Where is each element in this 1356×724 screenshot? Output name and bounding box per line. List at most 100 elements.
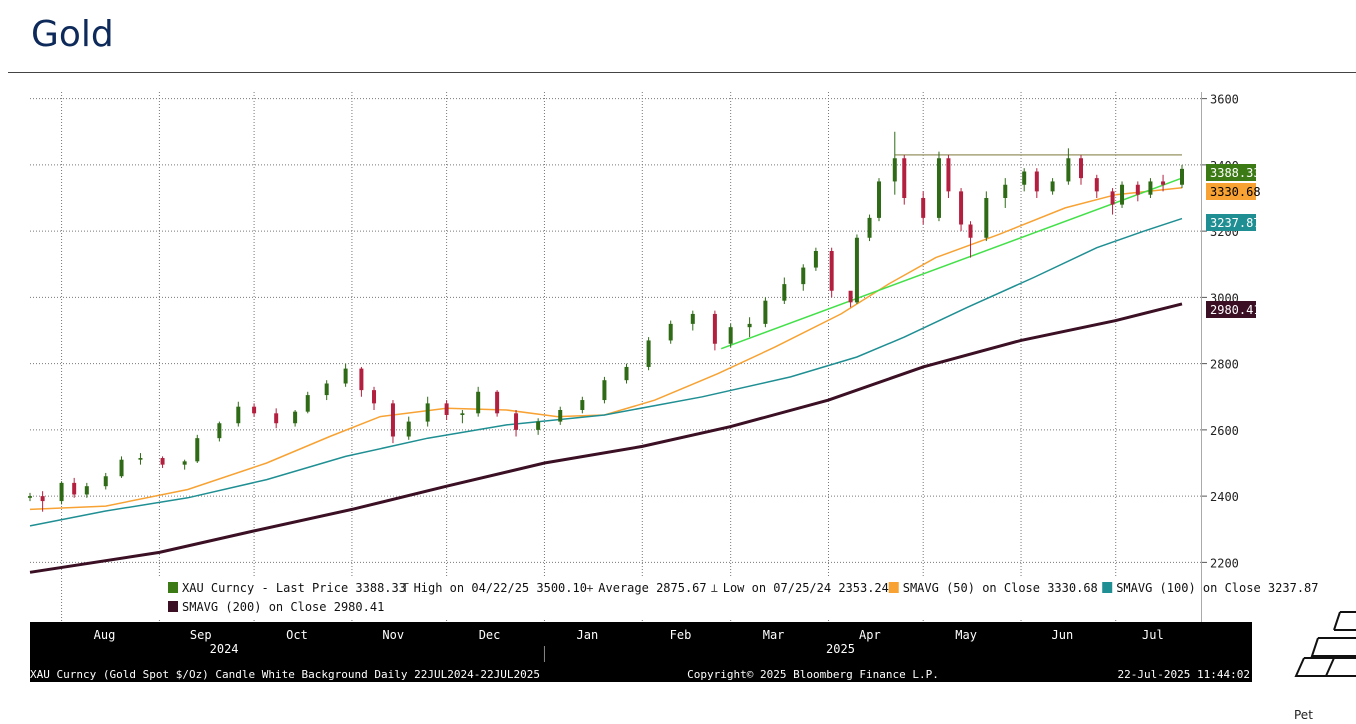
candle-body (690, 313, 695, 324)
x-tick-label: Apr (859, 628, 881, 642)
x-tick-label: Dec (479, 628, 501, 642)
gold-bars-icon (1294, 611, 1356, 677)
candle-body (668, 323, 673, 341)
candle-body (390, 403, 395, 437)
candle-body (84, 486, 89, 495)
candle-body (536, 421, 541, 430)
candle-body (343, 368, 348, 384)
candle-body (877, 181, 882, 218)
candle-body (1148, 181, 1153, 195)
candles (28, 131, 1184, 512)
x-tick-label: Jun (1052, 628, 1074, 642)
page-title: Gold (31, 14, 114, 55)
candle-body (495, 391, 500, 414)
chart-series (29, 154, 1183, 574)
last-value-label: 3330.68 (1210, 185, 1261, 199)
candle-body (728, 327, 733, 344)
chart-grid (30, 92, 1203, 622)
candle-body (921, 198, 926, 218)
x-tick-label: Feb (670, 628, 692, 642)
footer-center: Copyright© 2025 Bloomberg Finance L.P. (687, 668, 939, 681)
last-value-tag (1206, 301, 1256, 318)
legend-swatch (1102, 582, 1113, 593)
candle-body (1050, 181, 1055, 192)
candle-body (103, 476, 108, 487)
legend-marker: T (402, 581, 409, 595)
candle-body (1180, 168, 1184, 185)
logo: Pet (1290, 608, 1356, 722)
x-tick-label: Mar (763, 628, 785, 642)
candle-body (274, 413, 279, 424)
title-divider (8, 72, 1356, 73)
candle-body (646, 340, 651, 367)
x-tick-label: May (955, 628, 977, 642)
candle-body (217, 423, 222, 439)
candle-body (1161, 181, 1166, 185)
candle-body (558, 410, 563, 422)
series-line (29, 302, 1183, 574)
year-label: 2024 (210, 642, 239, 656)
candle-body (1094, 178, 1099, 192)
candle-body (848, 290, 853, 303)
last-value-label: 3388.33 (1210, 166, 1261, 180)
candle-body (829, 251, 834, 291)
candle-body (602, 380, 607, 401)
candle-body (40, 496, 45, 502)
candle-body (1120, 184, 1125, 205)
series-line (29, 187, 1183, 511)
candle-body (324, 383, 329, 396)
candle-body (936, 158, 941, 218)
candle-body (305, 395, 310, 412)
candle-body (293, 411, 298, 424)
legend-marker: + (586, 581, 593, 595)
candle-body (968, 224, 973, 238)
chart-legend: XAU Curncy - Last Price 3388.33T High on … (155, 576, 1319, 618)
series-line (720, 177, 1183, 350)
legend-entry: Low on 07/25/24 2353.24 (723, 581, 889, 595)
axis-bar (30, 622, 1252, 682)
candle-body (476, 391, 481, 414)
candle-body (984, 198, 989, 238)
candle-body (372, 390, 377, 404)
candle-body (252, 406, 257, 414)
candle-body (406, 421, 411, 437)
last-value-tag (1206, 183, 1256, 200)
candle-body (813, 251, 818, 268)
candle-body (182, 461, 187, 465)
candle-body (854, 237, 859, 303)
candle-body (902, 158, 907, 198)
footer-right: 22-Jul-2025 11:44:02 (1118, 668, 1250, 681)
candle-body (763, 300, 768, 324)
candle-body (444, 403, 449, 415)
candle-body (28, 496, 32, 498)
candle-body (580, 400, 585, 410)
candle-body (801, 267, 806, 285)
legend-entry: SMAVG (200) on Close 2980.41 (182, 600, 384, 614)
legend-marker: ⊥ (711, 581, 718, 595)
legend-entry: High on 04/22/25 3500.10 (414, 581, 587, 595)
price-axis: 220024002600280030003200340036003388.333… (1202, 92, 1261, 622)
candle-body (1003, 184, 1008, 198)
x-tick-label: Aug (94, 628, 116, 642)
candle-body (946, 158, 951, 192)
legend-box (155, 576, 1200, 618)
x-tick-label: Jul (1142, 628, 1164, 642)
candle-body (1034, 171, 1039, 192)
last-value-label: 2980.41 (1210, 303, 1261, 317)
candle-body (425, 403, 430, 422)
candle-body (1079, 158, 1084, 179)
candle-body (359, 368, 364, 391)
x-tick-label: Sep (190, 628, 212, 642)
y-tick-label: 2200 (1210, 556, 1239, 570)
x-tick-label: Jan (577, 628, 599, 642)
candle-body (1022, 171, 1027, 185)
candle-body (892, 158, 897, 182)
candle-body (72, 482, 77, 495)
year-label: 2025 (826, 642, 855, 656)
candle-body (138, 458, 143, 460)
candle-body (1135, 184, 1140, 195)
plot-area (30, 92, 1202, 622)
candle-body (1110, 191, 1115, 205)
legend-swatch (168, 601, 178, 612)
legend-swatch (168, 582, 178, 593)
